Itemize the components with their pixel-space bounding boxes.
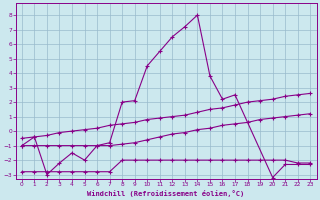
X-axis label: Windchill (Refroidissement éolien,°C): Windchill (Refroidissement éolien,°C): [87, 190, 245, 197]
